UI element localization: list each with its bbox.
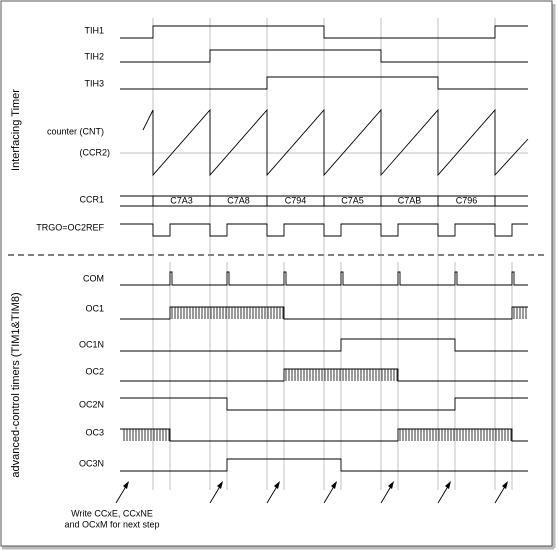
bus-value: C7A5 — [341, 195, 364, 205]
signal-label: (CCR2) — [80, 147, 111, 157]
waveform — [120, 458, 528, 472]
signal-label: TRGO=OC2REF — [36, 222, 104, 232]
bus-value: C7AB — [398, 195, 422, 205]
waveform — [120, 49, 528, 63]
side-label: advanced-control timers (TIM1&TIM8) — [10, 292, 22, 477]
signal-label: CCR1 — [79, 194, 104, 204]
waveform — [120, 76, 528, 90]
arrowhead — [274, 481, 280, 489]
signal-label: TIH2 — [84, 51, 104, 61]
signal-label: OC2N — [79, 399, 104, 409]
waveform — [120, 271, 528, 286]
arrowhead — [445, 481, 451, 489]
waveforms: TIH1 TIH2 TIH3 counter (CNT) (CCR2) CCR1 C7A3 C… — [36, 18, 529, 504]
waveform — [120, 25, 528, 39]
note: Write CCxE, CCxNE — [71, 508, 153, 518]
waveform — [120, 397, 528, 411]
bus — [120, 195, 528, 207]
waveform — [120, 223, 528, 237]
pwm-hatch — [284, 369, 398, 381]
signal-label: COM — [83, 273, 104, 283]
counter-ramp — [142, 108, 529, 177]
arrowhead — [502, 481, 508, 489]
bus-value: C7A3 — [170, 195, 193, 205]
signal-label: OC2 — [85, 366, 104, 376]
arrowhead — [217, 481, 223, 489]
arrowhead — [123, 481, 129, 489]
arrowhead — [388, 481, 394, 489]
signal-label: TIH1 — [84, 25, 104, 35]
bus-value: C794 — [285, 195, 307, 205]
side-label: Interfacing Timer — [10, 89, 22, 171]
signal-label: TIH3 — [84, 78, 104, 88]
bus-value: C796 — [456, 195, 478, 205]
pwm-hatch — [170, 307, 284, 319]
waveform — [120, 338, 528, 352]
pwm-hatch — [512, 307, 528, 319]
signal-label: OC3N — [79, 458, 104, 468]
signal-label: OC1N — [79, 339, 104, 349]
bus-value: C7A8 — [227, 195, 250, 205]
signal-label: OC3 — [85, 427, 104, 437]
signal-label: counter (CNT) — [47, 126, 104, 136]
signal-label: OC1 — [85, 303, 104, 313]
arrowhead — [331, 481, 337, 489]
pwm-hatch — [398, 429, 512, 441]
pwm-hatch — [122, 429, 170, 441]
note: and OCxM for next step — [64, 519, 159, 529]
